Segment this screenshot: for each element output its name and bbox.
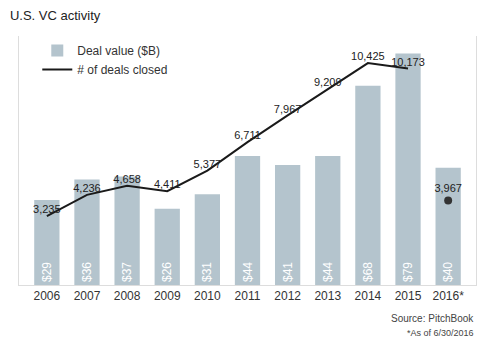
svg-text:$31: $31 <box>200 262 214 282</box>
svg-text:7,967: 7,967 <box>274 103 302 115</box>
svg-text:4,411: 4,411 <box>154 178 181 190</box>
svg-text:3,967: 3,967 <box>434 182 462 194</box>
svg-text:$44: $44 <box>321 262 335 282</box>
svg-text:$37: $37 <box>120 262 134 282</box>
svg-text:Deal value ($B): Deal value ($B) <box>77 44 160 58</box>
svg-text:3,235: 3,235 <box>33 203 61 215</box>
svg-text:Source: PitchBook: Source: PitchBook <box>391 313 474 324</box>
svg-text:10,173: 10,173 <box>391 56 425 68</box>
svg-text:4,658: 4,658 <box>113 173 141 185</box>
svg-text:2012: 2012 <box>274 289 301 303</box>
svg-text:U.S. VC activity: U.S. VC activity <box>10 8 101 23</box>
svg-text:$26: $26 <box>160 262 174 282</box>
svg-text:*As of 6/30/2016: *As of 6/30/2016 <box>407 328 474 338</box>
svg-text:2009: 2009 <box>154 289 181 303</box>
svg-text:2013: 2013 <box>314 289 341 303</box>
svg-text:4,236: 4,236 <box>73 182 101 194</box>
svg-text:2010: 2010 <box>194 289 221 303</box>
svg-text:$40: $40 <box>441 262 455 282</box>
svg-text:2011: 2011 <box>235 289 261 303</box>
svg-text:10,425: 10,425 <box>351 50 385 62</box>
svg-text:$29: $29 <box>40 262 54 282</box>
svg-text:6,711: 6,711 <box>234 129 261 141</box>
svg-text:2008: 2008 <box>114 289 141 303</box>
svg-text:5,377: 5,377 <box>194 158 222 170</box>
svg-text:$44: $44 <box>241 262 255 282</box>
svg-text:# of deals closed: # of deals closed <box>77 63 167 77</box>
svg-text:$68: $68 <box>361 262 375 282</box>
svg-text:9,209: 9,209 <box>314 76 342 88</box>
svg-text:2006: 2006 <box>33 289 60 303</box>
svg-text:$41: $41 <box>281 262 295 282</box>
svg-text:2007: 2007 <box>74 289 101 303</box>
svg-text:2016*: 2016* <box>432 289 464 303</box>
svg-text:2014: 2014 <box>355 289 382 303</box>
svg-text:$36: $36 <box>80 262 94 282</box>
svg-text:$79: $79 <box>401 262 415 282</box>
svg-text:2015: 2015 <box>395 289 422 303</box>
